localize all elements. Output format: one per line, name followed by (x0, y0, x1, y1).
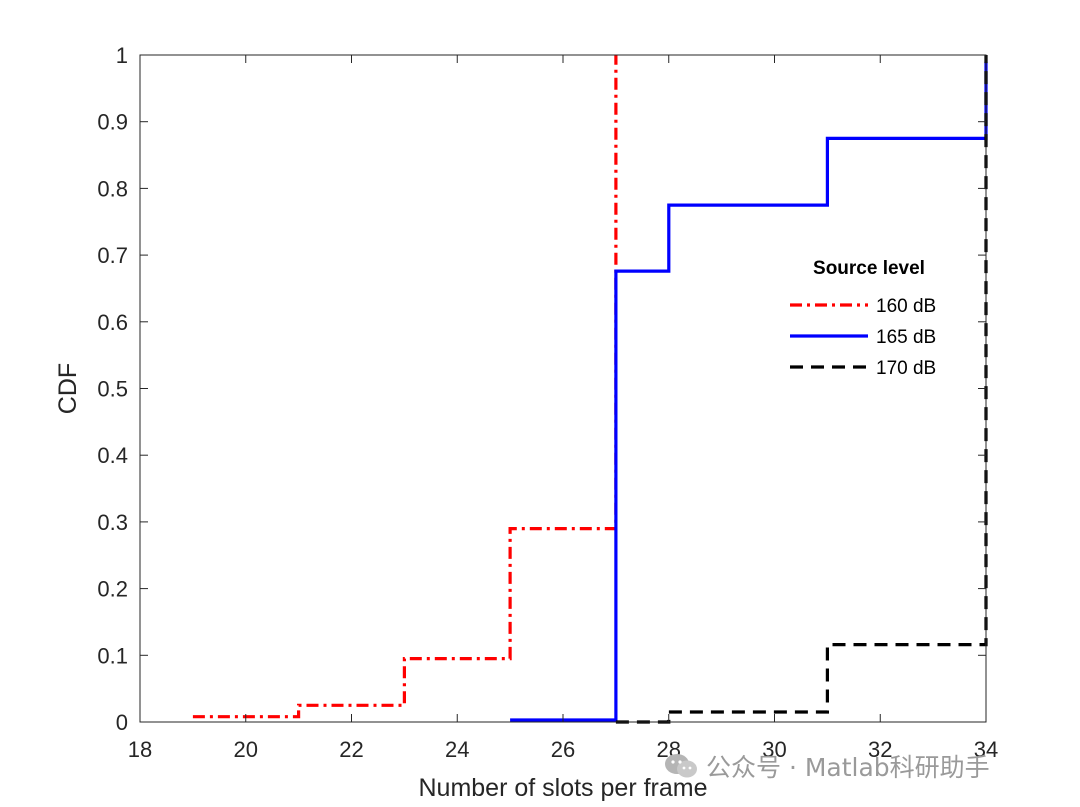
x-tick-label: 32 (868, 737, 892, 762)
series-1-line (510, 61, 988, 722)
watermark: 公众号 · Matlab科研助手 (664, 748, 990, 784)
x-tick-label: 26 (551, 737, 575, 762)
y-tick-label: 0.1 (97, 643, 128, 668)
x-tick-label: 24 (445, 737, 469, 762)
y-tick-label: 0 (116, 710, 128, 735)
y-tick-label: 0.8 (97, 176, 128, 201)
plot-area (140, 55, 986, 722)
y-tick-label: 0.4 (97, 443, 128, 468)
wechat-icon (665, 754, 697, 778)
x-tick-label: 22 (339, 737, 363, 762)
legend-title: Source level (813, 258, 925, 279)
x-tick-label: 20 (234, 737, 258, 762)
legend-label-0: 160 dB (876, 296, 936, 317)
x-tick-label: 30 (762, 737, 786, 762)
legend-label-1: 165 dB (876, 327, 936, 348)
x-axis-label: Number of slots per frame (419, 774, 708, 802)
y-tick-label: 0.5 (97, 377, 128, 402)
y-tick-label: 1 (116, 43, 128, 68)
y-axis-label: CDF (54, 363, 82, 414)
watermark-text: 公众号 · Matlab科研助手 (706, 753, 990, 782)
ticks-layer: 18 20 22 24 26 28 30 32 3400.10.20.30.40.50.60.7… (97, 43, 998, 762)
x-tick-label: 18 (128, 737, 152, 762)
y-tick-label: 0.9 (97, 110, 128, 135)
x-tick-label: 34 (974, 737, 998, 762)
legend-label-2: 170 dB (876, 358, 936, 379)
y-tick-label: 0.2 (97, 577, 128, 602)
y-tick-label: 0.6 (97, 310, 128, 335)
y-tick-label: 0.3 (97, 510, 128, 535)
legend: Source level 160 dB 165 dB 170 dB (790, 258, 936, 379)
y-tick-label: 0.7 (97, 243, 128, 268)
series-0-line (192, 55, 618, 719)
